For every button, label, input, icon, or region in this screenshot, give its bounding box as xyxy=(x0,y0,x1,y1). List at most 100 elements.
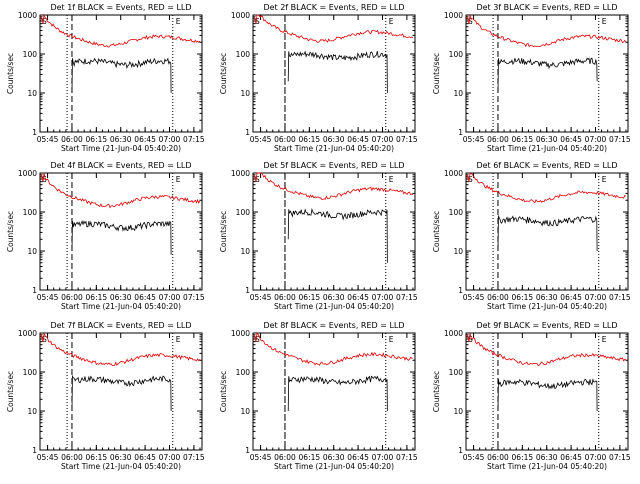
y-tick-label: 100 xyxy=(23,50,38,59)
x-tick-label: 06:00 xyxy=(61,293,83,302)
y-tick-label: 1 xyxy=(458,128,463,137)
x-tick-label: 06:15 xyxy=(512,293,534,302)
marker-s: S xyxy=(255,335,260,344)
x-tick-label: 06:45 xyxy=(560,453,582,462)
marker-s: S xyxy=(468,175,473,184)
lld-series-line xyxy=(40,332,201,366)
panel-title: Det 2f BLACK = Events, RED = LLD xyxy=(263,3,404,12)
panel-det-3: Det 3f BLACK = Events, RED = LLD 1 10 100 10… xyxy=(432,3,631,153)
events-series-line xyxy=(287,375,388,412)
y-tick-label: 1000 xyxy=(231,11,250,20)
x-tick-label: 06:00 xyxy=(487,453,509,462)
x-axis-label: Start Time (21-Jun-04 05:40:20) xyxy=(61,144,181,153)
lld-series-line xyxy=(253,172,414,200)
x-tick-label: 06:45 xyxy=(347,293,369,302)
x-tick-label: 07:00 xyxy=(585,453,607,462)
panel-det-5: Det 5f BLACK = Events, RED = LLD 1 10 100 10… xyxy=(219,161,418,311)
plot-frame xyxy=(39,332,203,451)
marker-e: E xyxy=(602,175,607,184)
events-series-line xyxy=(497,378,598,412)
x-tick-label: 07:15 xyxy=(396,135,418,144)
y-tick-label: 1000 xyxy=(231,169,250,178)
y-axis-label: Counts/sec xyxy=(432,53,441,94)
plot-frame xyxy=(39,172,203,291)
marker-e: E xyxy=(176,17,181,26)
y-axis-label: Counts/sec xyxy=(6,53,15,94)
lld-series-line xyxy=(253,331,413,366)
x-tick-label: 06:45 xyxy=(347,453,369,462)
panel-det-9: Det 9f BLACK = Events, RED = LLD 1 10 100 10… xyxy=(432,321,631,471)
marker-e: E xyxy=(389,175,394,184)
y-tick-label: 100 xyxy=(449,208,464,217)
x-tick-label: 07:15 xyxy=(609,135,631,144)
events-series-line xyxy=(497,214,598,252)
x-tick-label: 06:15 xyxy=(86,135,108,144)
y-tick-label: 1 xyxy=(32,128,37,137)
lld-series-line xyxy=(466,332,626,367)
x-tick-label: 07:15 xyxy=(609,453,631,462)
x-tick-label: 06:00 xyxy=(487,293,509,302)
x-tick-label: 07:15 xyxy=(183,135,205,144)
x-tick-label: 06:00 xyxy=(274,293,296,302)
y-axis-label: Counts/sec xyxy=(432,371,441,412)
y-tick-label: 1 xyxy=(245,286,250,295)
x-tick-label: 06:00 xyxy=(487,135,509,144)
x-tick-label: 06:45 xyxy=(134,453,156,462)
y-axis-label: Counts/sec xyxy=(432,211,441,252)
x-tick-label: 06:45 xyxy=(134,293,156,302)
marker-s: S xyxy=(468,17,473,26)
y-tick-label: 1 xyxy=(458,286,463,295)
y-tick-label: 100 xyxy=(236,368,251,377)
marker-e: E xyxy=(176,335,181,344)
x-axis-label: Start Time (21-Jun-04 05:40:20) xyxy=(487,302,607,311)
y-tick-label: 1 xyxy=(458,446,463,455)
x-tick-label: 06:30 xyxy=(536,293,558,302)
x-tick-label: 05:45 xyxy=(37,453,59,462)
lld-series-line xyxy=(466,14,627,48)
y-tick-label: 1 xyxy=(32,446,37,455)
y-tick-label: 100 xyxy=(23,368,38,377)
events-series-line xyxy=(287,50,388,94)
x-tick-label: 06:15 xyxy=(86,293,108,302)
x-tick-label: 07:00 xyxy=(372,453,394,462)
panel-det-4: Det 4f BLACK = Events, RED = LLD 1 10 100 10… xyxy=(6,161,205,311)
y-tick-label: 1000 xyxy=(444,169,463,178)
x-tick-label: 06:30 xyxy=(536,135,558,144)
x-tick-label: 06:15 xyxy=(86,453,108,462)
y-tick-label: 10 xyxy=(27,247,37,256)
y-tick-label: 10 xyxy=(240,89,250,98)
x-tick-label: 05:45 xyxy=(250,453,272,462)
x-tick-label: 05:45 xyxy=(37,293,59,302)
y-tick-label: 100 xyxy=(23,208,38,217)
x-tick-label: 05:45 xyxy=(250,135,272,144)
marker-e: E xyxy=(389,17,394,26)
y-tick-label: 1000 xyxy=(444,329,463,338)
y-tick-label: 10 xyxy=(453,89,463,98)
y-axis-label: Counts/sec xyxy=(219,211,228,252)
y-tick-label: 1000 xyxy=(231,329,250,338)
x-tick-label: 06:30 xyxy=(323,293,345,302)
panel-title: Det 1f BLACK = Events, RED = LLD xyxy=(50,3,191,12)
y-tick-label: 10 xyxy=(453,407,463,416)
x-tick-label: 06:30 xyxy=(110,293,132,302)
y-tick-label: 100 xyxy=(449,368,464,377)
marker-e: E xyxy=(602,17,607,26)
marker-s: S xyxy=(42,17,47,26)
y-tick-label: 1 xyxy=(245,446,250,455)
plot-frame xyxy=(39,14,203,133)
y-tick-label: 1 xyxy=(32,286,37,295)
x-tick-label: 05:45 xyxy=(250,293,272,302)
x-tick-label: 07:15 xyxy=(396,453,418,462)
panel-title: Det 6f BLACK = Events, RED = LLD xyxy=(476,161,617,170)
plot-frame xyxy=(252,332,416,451)
x-tick-label: 06:15 xyxy=(512,135,534,144)
marker-e: E xyxy=(602,335,607,344)
marker-s: S xyxy=(255,17,260,26)
marker-e: E xyxy=(176,175,181,184)
x-tick-label: 06:45 xyxy=(347,135,369,144)
y-tick-label: 1000 xyxy=(18,329,37,338)
x-tick-label: 05:45 xyxy=(463,135,485,144)
x-tick-label: 06:15 xyxy=(512,453,534,462)
events-series-line xyxy=(71,220,172,255)
